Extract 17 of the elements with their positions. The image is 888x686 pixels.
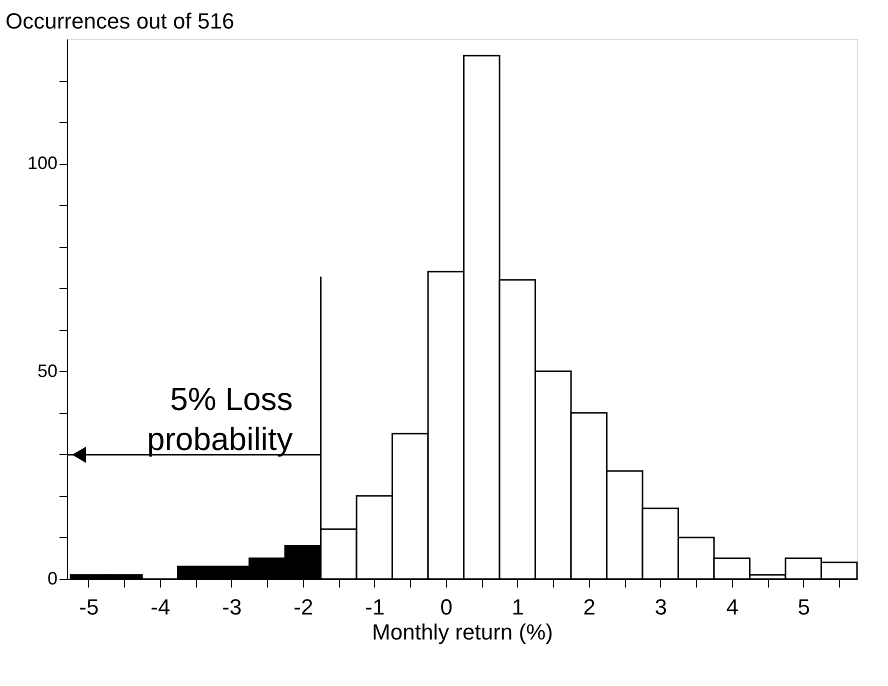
x-tick-label: 1	[512, 594, 524, 620]
x-tick-label: 2	[583, 594, 596, 620]
y-tick-label: 50	[37, 360, 58, 381]
x-tick-label: -1	[365, 594, 385, 620]
x-tick-label: -4	[150, 594, 170, 620]
x-tick-label: -2	[294, 594, 314, 620]
y-tick-label: 100	[27, 153, 58, 174]
x-tick-label: 5	[798, 594, 810, 620]
x-axis-title: Monthly return (%)	[372, 620, 553, 644]
x-tick-label: 3	[654, 594, 668, 620]
y-tick-label: 0	[47, 568, 58, 588]
y-axis-title: Occurrences out of 516	[6, 8, 234, 34]
x-tick-label: 4	[726, 594, 739, 620]
x-tick-label: -3	[222, 594, 242, 620]
x-tick-label: 0	[440, 594, 453, 620]
x-tick-label: -5	[79, 594, 99, 620]
ref-line-label: 5% Loss probability	[146, 381, 293, 457]
